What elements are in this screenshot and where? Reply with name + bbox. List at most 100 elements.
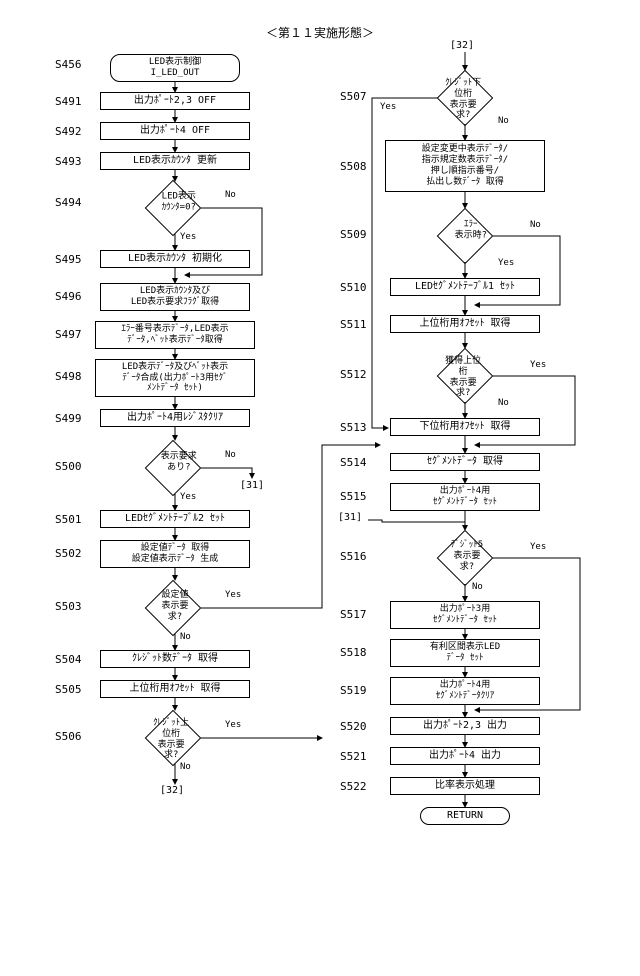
txt-s504: ｸﾚｼﾞｯﾄ数ﾃﾞｰﾀ 取得 — [132, 653, 218, 665]
txt-s512: 獲得上位桁 表示要求? — [444, 356, 482, 399]
s494-no: No — [225, 190, 236, 201]
lbl-s502: S502 — [55, 547, 82, 560]
s506-yes: Yes — [225, 720, 241, 731]
txt-s456: LED表示制御 I_LED_OUT — [149, 57, 201, 79]
node-s521: 出力ﾎﾟｰﾄ4 出力 — [390, 747, 540, 765]
lbl-s511: S511 — [340, 318, 367, 331]
node-s518: 有利区間表示LED ﾃﾞｰﾀ ｾｯﾄ — [390, 639, 540, 667]
lbl-s504: S504 — [55, 653, 82, 666]
txt-s520: 出力ﾎﾟｰﾄ2,3 出力 — [423, 720, 507, 732]
txt-s514: ｾｸﾞﾒﾝﾄﾃﾞｰﾀ 取得 — [427, 456, 503, 468]
lbl-s515: S515 — [340, 490, 367, 503]
ref31-left: [31] — [240, 480, 264, 492]
txt-s503: 設定値 表示要求? — [156, 590, 194, 622]
txt-s509: ｴﾗｰ 表示時? — [452, 219, 490, 241]
node-s501: LEDｾｸﾞﾒﾝﾄﾃｰﾌﾞﾙ2 ｾｯﾄ — [100, 510, 250, 528]
txt-s493: LED表示ｶｳﾝﾀ 更新 — [133, 155, 217, 167]
txt-s495: LED表示ｶｳﾝﾀ 初期化 — [128, 253, 222, 265]
node-s512: 獲得上位桁 表示要求? — [437, 348, 494, 405]
node-s456: LED表示制御 I_LED_OUT — [110, 54, 240, 82]
txt-s516: ﾃﾞｼﾞｯﾄ5 表示要求? — [448, 540, 486, 572]
ref32-top: [32] — [450, 40, 474, 52]
lbl-s496: S496 — [55, 290, 82, 303]
txt-s511: 上位桁用ｵﾌｾｯﾄ 取得 — [419, 318, 510, 330]
lbl-s492: S492 — [55, 125, 82, 138]
s509-yes: Yes — [498, 258, 514, 269]
node-s522: 比率表示処理 — [390, 777, 540, 795]
lbl-s456: S456 — [55, 58, 82, 71]
s503-no: No — [180, 632, 191, 643]
node-s492: 出力ﾎﾟｰﾄ4 OFF — [100, 122, 250, 140]
node-s508: 設定変更中表示ﾃﾞｰﾀ/ 指示規定数表示ﾃﾞｰﾀ/ 押し順指示番号/ 払出し数ﾃ… — [385, 140, 545, 192]
txt-s521: 出力ﾎﾟｰﾄ4 出力 — [429, 750, 501, 762]
node-s497: ｴﾗｰ番号表示ﾃﾞｰﾀ,LED表示 ﾃﾞｰﾀ,ﾍﾞｯﾄ表示ﾃﾞｰﾀ取得 — [95, 321, 255, 349]
node-s500: 表示要求 あり? — [145, 440, 202, 497]
txt-s517: 出力ﾎﾟｰﾄ3用 ｾｸﾞﾒﾝﾄﾃﾞｰﾀ ｾｯﾄ — [433, 604, 497, 626]
txt-s505: 上位桁用ｵﾌｾｯﾄ 取得 — [129, 683, 220, 695]
node-s506: ｸﾚｼﾞｯﾄ上位桁 表示要求? — [145, 710, 202, 767]
lbl-s497: S497 — [55, 328, 82, 341]
node-s516: ﾃﾞｼﾞｯﾄ5 表示要求? — [437, 530, 494, 587]
s503-yes: Yes — [225, 590, 241, 601]
txt-s499: 出力ﾎﾟｰﾄ4用ﾚｼﾞｽﾀｸﾘｱ — [127, 412, 223, 424]
lbl-s512: S512 — [340, 368, 367, 381]
ref31-right: [31] — [338, 512, 362, 524]
lbl-s520: S520 — [340, 720, 367, 733]
s507-yes: Yes — [380, 102, 396, 113]
lbl-s521: S521 — [340, 750, 367, 763]
lbl-s495: S495 — [55, 253, 82, 266]
node-s507: ｸﾚｼﾞｯﾄ下位桁 表示要求? — [437, 70, 494, 127]
s506-no: No — [180, 762, 191, 773]
lbl-s494: S494 — [55, 196, 82, 209]
lbl-s517: S517 — [340, 608, 367, 621]
txt-s494: LED表示 ｶｳﾝﾀ=0? — [160, 191, 198, 213]
txt-s510: LEDｾｸﾞﾒﾝﾄﾃｰﾌﾞﾙ1 ｾｯﾄ — [415, 281, 515, 293]
s507-no: No — [498, 116, 509, 127]
lbl-s522: S522 — [340, 780, 367, 793]
node-s509: ｴﾗｰ 表示時? — [437, 208, 494, 265]
txt-s491: 出力ﾎﾟｰﾄ2,3 OFF — [134, 95, 216, 107]
txt-s522: 比率表示処理 — [435, 780, 495, 792]
node-s502: 設定値ﾃﾞｰﾀ 取得 設定値表示ﾃﾞｰﾀ 生成 — [100, 540, 250, 568]
txt-s519: 出力ﾎﾟｰﾄ4用 ｾｸﾞﾒﾝﾄﾃﾞｰﾀｸﾘｱ — [436, 680, 495, 702]
lbl-s505: S505 — [55, 683, 82, 696]
lbl-s513: S513 — [340, 421, 367, 434]
txt-s507: ｸﾚｼﾞｯﾄ下位桁 表示要求? — [444, 78, 482, 121]
s516-yes: Yes — [530, 542, 546, 553]
txt-s496: LED表示ｶｳﾝﾀ及び LED表示要求ﾌﾗｸﾞ取得 — [131, 286, 219, 308]
lbl-s519: S519 — [340, 684, 367, 697]
txt-s497: ｴﾗｰ番号表示ﾃﾞｰﾀ,LED表示 ﾃﾞｰﾀ,ﾍﾞｯﾄ表示ﾃﾞｰﾀ取得 — [121, 324, 228, 346]
lbl-s510: S510 — [340, 281, 367, 294]
lbl-s493: S493 — [55, 155, 82, 168]
txt-s508: 設定変更中表示ﾃﾞｰﾀ/ 指示規定数表示ﾃﾞｰﾀ/ 押し順指示番号/ 払出し数ﾃ… — [422, 144, 508, 187]
txt-s500: 表示要求 あり? — [160, 451, 198, 473]
node-s513: 下位桁用ｵﾌｾｯﾄ 取得 — [390, 418, 540, 436]
lbl-s518: S518 — [340, 646, 367, 659]
lbl-s500: S500 — [55, 460, 82, 473]
node-s494: LED表示 ｶｳﾝﾀ=0? — [145, 180, 202, 237]
lbl-s514: S514 — [340, 456, 367, 469]
lbl-s507: S507 — [340, 90, 367, 103]
lbl-s516: S516 — [340, 550, 367, 563]
s512-yes: Yes — [530, 360, 546, 371]
txt-s498: LED表示ﾃﾞｰﾀ及びﾍﾞｯﾄ表示 ﾃﾞｰﾀ合成(出力ﾎﾟｰﾄ3用ｾｸﾞ ﾒﾝﾄ… — [122, 362, 228, 394]
node-s505: 上位桁用ｵﾌｾｯﾄ 取得 — [100, 680, 250, 698]
node-s493: LED表示ｶｳﾝﾀ 更新 — [100, 152, 250, 170]
lbl-s506: S506 — [55, 730, 82, 743]
lbl-s503: S503 — [55, 600, 82, 613]
node-s514: ｾｸﾞﾒﾝﾄﾃﾞｰﾀ 取得 — [390, 453, 540, 471]
txt-s501: LEDｾｸﾞﾒﾝﾄﾃｰﾌﾞﾙ2 ｾｯﾄ — [125, 513, 225, 525]
ref32-bottom: [32] — [160, 785, 184, 797]
s500-yes: Yes — [180, 492, 196, 503]
s516-no: No — [472, 582, 483, 593]
node-s503: 設定値 表示要求? — [145, 580, 202, 637]
node-s498: LED表示ﾃﾞｰﾀ及びﾍﾞｯﾄ表示 ﾃﾞｰﾀ合成(出力ﾎﾟｰﾄ3用ｾｸﾞ ﾒﾝﾄ… — [95, 359, 255, 397]
txt-s515: 出力ﾎﾟｰﾄ4用 ｾｸﾞﾒﾝﾄﾃﾞｰﾀ ｾｯﾄ — [433, 486, 497, 508]
s512-no: No — [498, 398, 509, 409]
lbl-s509: S509 — [340, 228, 367, 241]
node-s519: 出力ﾎﾟｰﾄ4用 ｾｸﾞﾒﾝﾄﾃﾞｰﾀｸﾘｱ — [390, 677, 540, 705]
node-s510: LEDｾｸﾞﾒﾝﾄﾃｰﾌﾞﾙ1 ｾｯﾄ — [390, 278, 540, 296]
txt-return: RETURN — [447, 810, 483, 822]
node-s520: 出力ﾎﾟｰﾄ2,3 出力 — [390, 717, 540, 735]
flowchart-canvas: ＜第１１実施形態＞ [32] S456 LED表示制御 I_LED_OUT S4… — [0, 0, 640, 976]
